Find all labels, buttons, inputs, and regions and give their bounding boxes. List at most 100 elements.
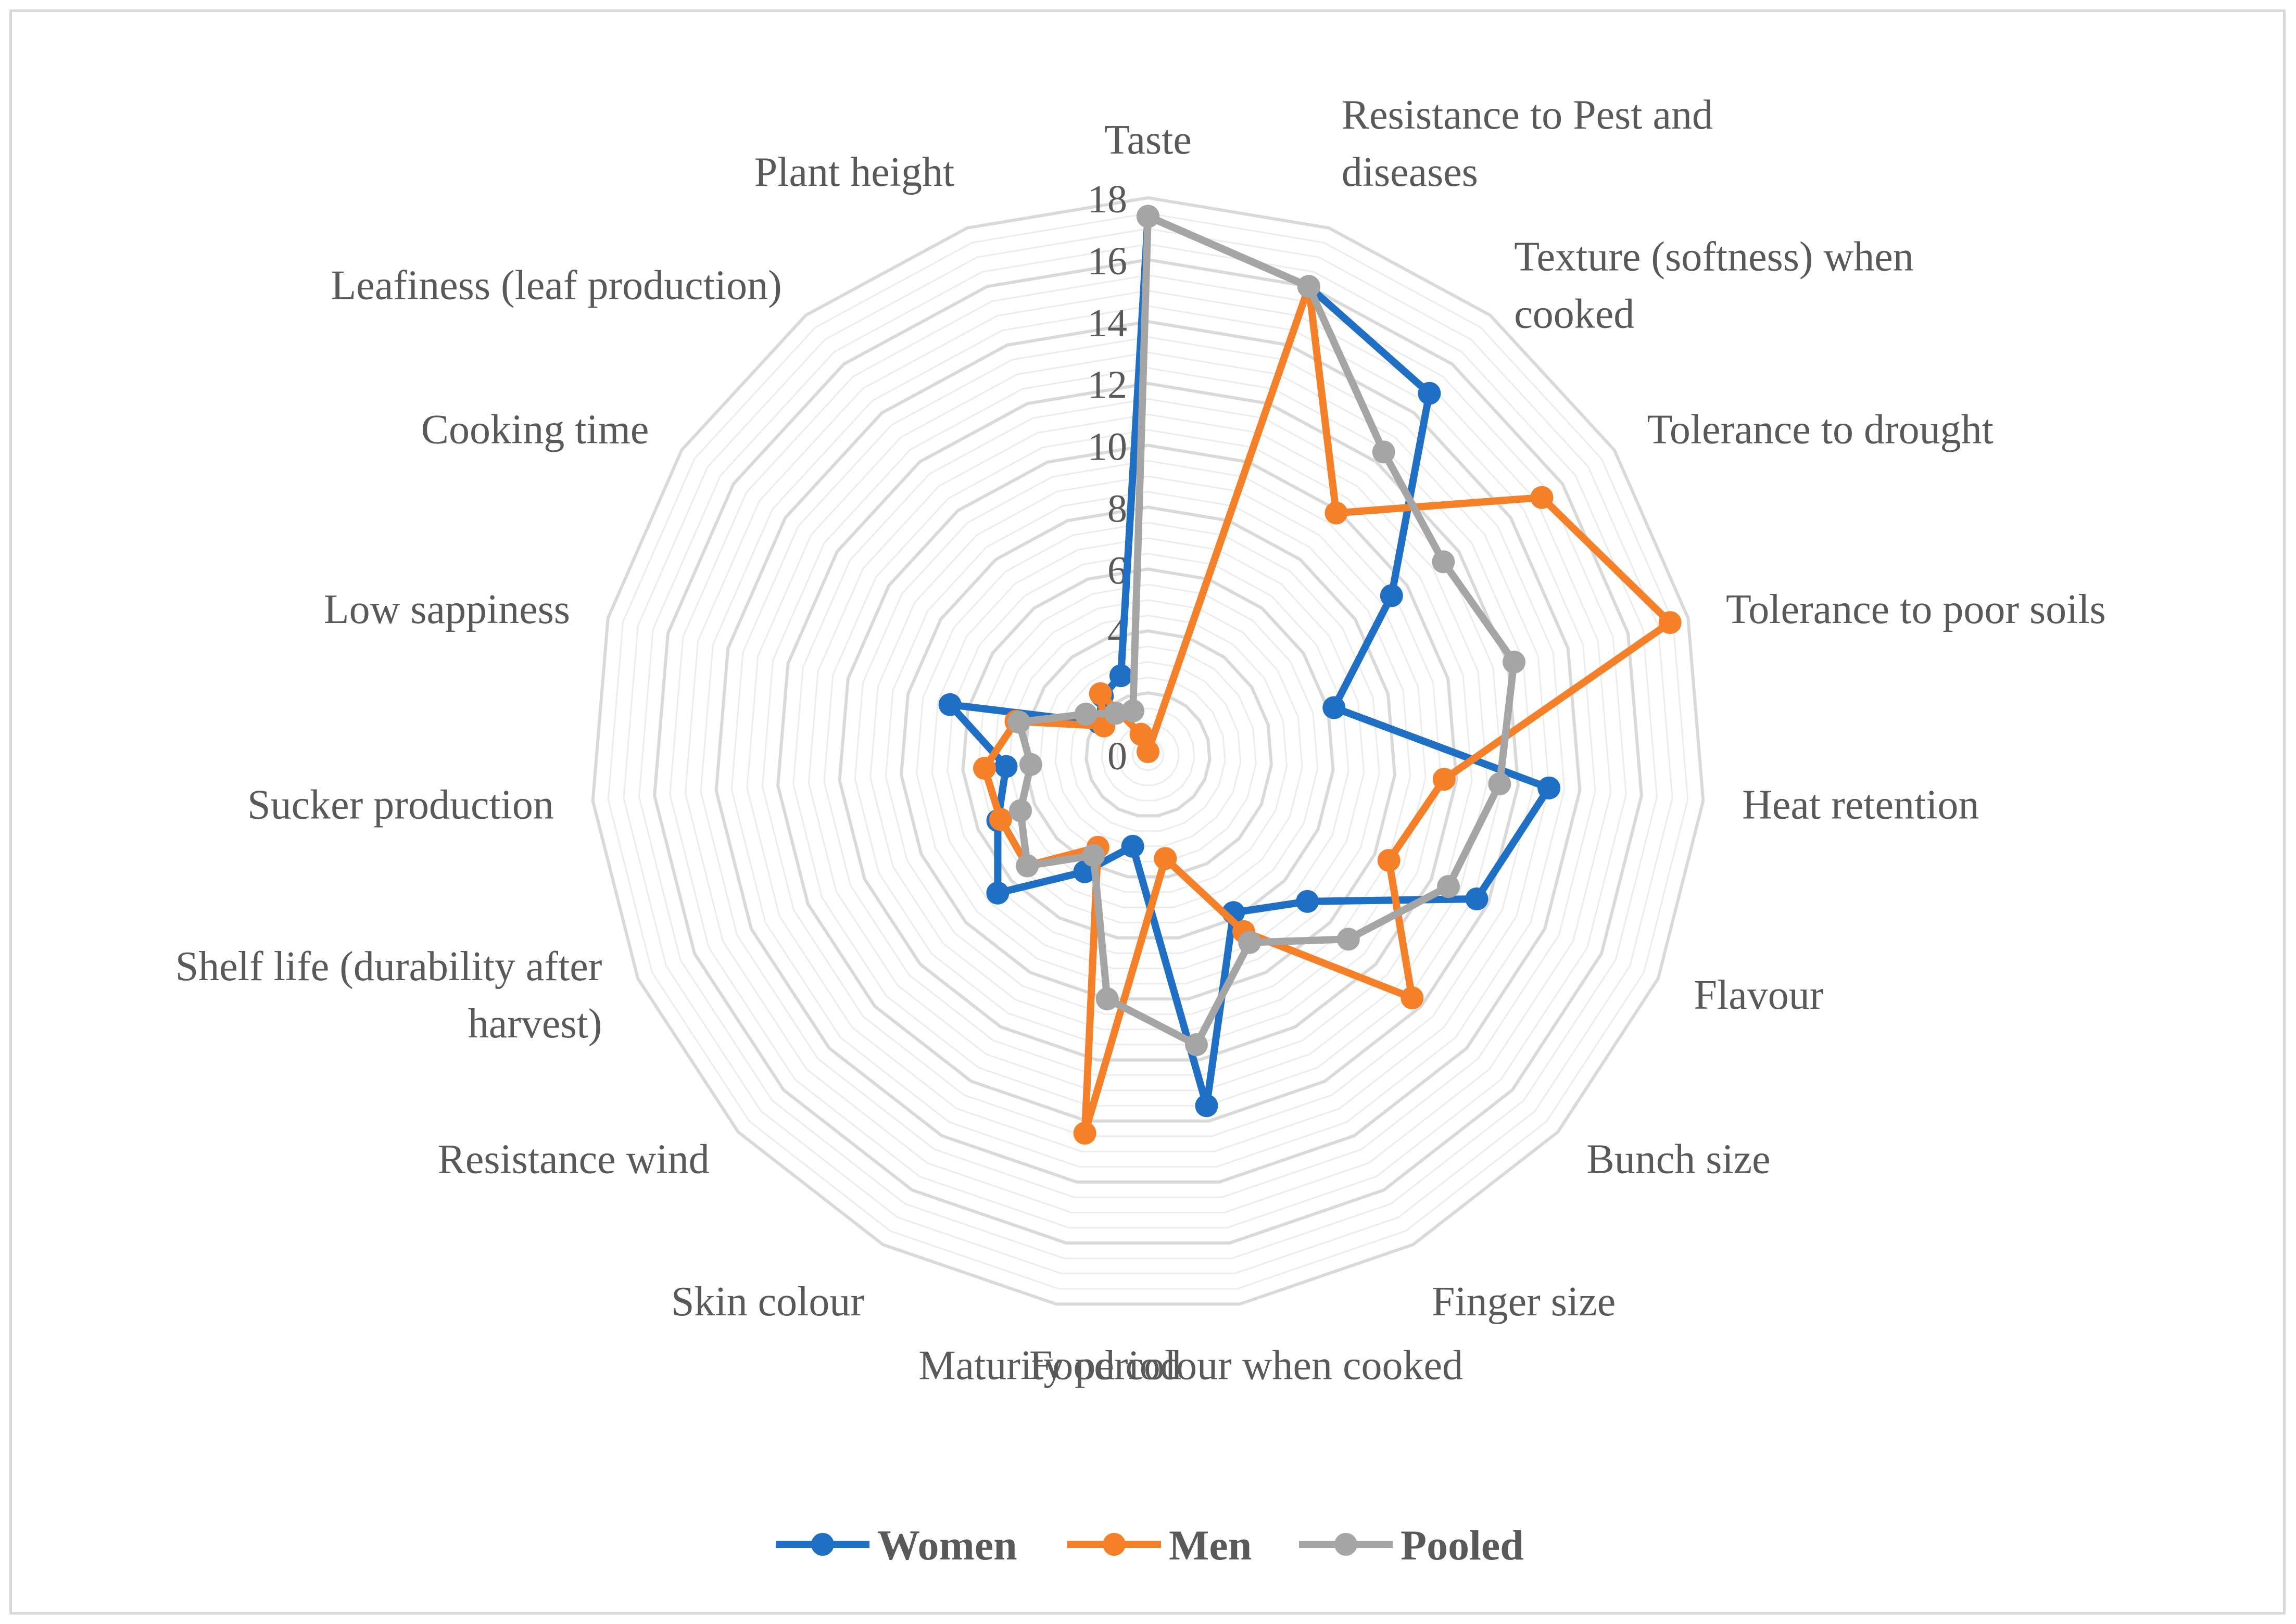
tick-label: 0 [1107,734,1127,778]
grid-ring-minor [854,460,1442,1046]
data-point-pooled [1082,844,1105,867]
data-point-women [1418,382,1441,405]
tick-label: 14 [1088,301,1127,345]
data-point-women [938,693,962,716]
category-label: Cooking time [421,407,649,453]
data-point-men [1432,768,1456,791]
tick-label: 18 [1088,177,1127,221]
grid-ring-major [591,196,1705,1306]
grid-ring-minor [1039,645,1257,862]
data-point-women [986,881,1010,905]
legend-swatch-marker [1334,1533,1357,1556]
data-point-pooled [1488,772,1511,795]
data-point-men [1129,722,1153,746]
category-label: Resistance to Pest and [1342,92,1713,138]
data-point-men [1530,486,1554,509]
legend-item-women[interactable]: Women [776,1521,1017,1569]
grid-ring-major [1023,629,1273,879]
data-point-women [994,755,1018,778]
data-point-women [1465,887,1488,910]
grid-ring-minor [607,212,1689,1290]
data-point-men [1324,501,1348,525]
data-point-pooled [1007,710,1031,734]
legend-swatch-marker [1103,1533,1126,1556]
category-label: Skin colour [671,1279,864,1325]
data-point-pooled [1104,702,1127,725]
series-layer [938,205,1682,1145]
grid-ring-minor [916,522,1380,985]
data-point-pooled [1297,275,1320,298]
grid-ring-major [714,320,1582,1184]
grid-ring-minor [869,475,1427,1031]
legend-item-pooled[interactable]: Pooled [1299,1521,1524,1569]
grid-ring-major [838,443,1458,1062]
category-label: cooked [1514,291,1634,337]
grid-ring-minor [761,367,1535,1137]
data-point-pooled [1074,702,1097,726]
grid-ring-minor [746,351,1550,1152]
grid-ring-minor [623,227,1673,1275]
category-label: Taste [1104,117,1192,163]
grid-ring-minor [823,429,1473,1076]
data-point-women [1195,1094,1218,1118]
data-point-women [1296,890,1319,913]
data-point-men [1658,611,1682,635]
data-point-men [1089,682,1112,705]
series-pooled [1007,205,1526,1057]
category-label: Leafiness (leaf production) [331,262,781,308]
category-label: Heat retention [1742,782,1979,828]
data-point-pooled [1184,1033,1208,1057]
data-point-pooled [1336,928,1360,951]
data-point-pooled [1019,753,1042,776]
grid-ring-minor [808,413,1488,1092]
grid-ring-major [900,505,1396,1001]
grid-ring-minor [931,537,1365,969]
data-point-pooled [1437,875,1460,898]
category-label: diseases [1342,149,1478,195]
category-label: Flavour [1694,972,1824,1018]
data-point-pooled [1238,931,1261,954]
data-point-pooled [1432,550,1455,574]
data-point-men [1154,847,1177,870]
series-line-women [946,212,1553,1110]
category-label: Bunch size [1586,1136,1770,1182]
category-label: Plant height [754,149,954,195]
legend[interactable]: Women Men Pooled [776,1521,1524,1569]
data-point-women [1109,664,1132,688]
grid-ring-minor [730,336,1566,1168]
data-point-men [1401,986,1424,1010]
legend-label: Women [877,1521,1017,1569]
category-label: Sucker production [247,782,554,828]
grid-ring-minor [1116,723,1180,786]
data-point-women [1380,584,1403,607]
data-point-pooled [1009,799,1032,822]
grid-ring-minor [1054,661,1242,847]
data-point-women [1121,834,1144,858]
data-point-men [989,808,1012,831]
legend-swatch-marker [811,1533,834,1556]
grid-ring-minor [700,305,1596,1198]
category-label: Low sappiness [324,587,570,632]
category-label: harvest) [468,1001,602,1047]
data-point-men [1377,848,1401,872]
data-point-pooled [1121,699,1145,722]
category-label: Shelf life (durability after [175,944,602,989]
category-label: Finger size [1432,1279,1616,1325]
data-point-men [973,757,996,780]
data-point-women [1322,696,1346,719]
grid-ring-minor [638,243,1658,1259]
category-label: Resistance wind [437,1136,709,1182]
legend-label: Pooled [1401,1521,1524,1569]
data-point-women [1537,776,1561,800]
category-label: Tolerance to drought [1647,407,1994,453]
grid-ring-minor [684,289,1612,1214]
series-line-men [981,283,1674,1137]
data-point-pooled [1137,205,1159,228]
legend-item-men[interactable]: Men [1067,1521,1252,1569]
category-label: Maturity period [918,1342,1181,1388]
data-point-pooled [1503,650,1526,674]
grid-ring-major [653,258,1643,1245]
tick-label: 12 [1088,363,1127,407]
